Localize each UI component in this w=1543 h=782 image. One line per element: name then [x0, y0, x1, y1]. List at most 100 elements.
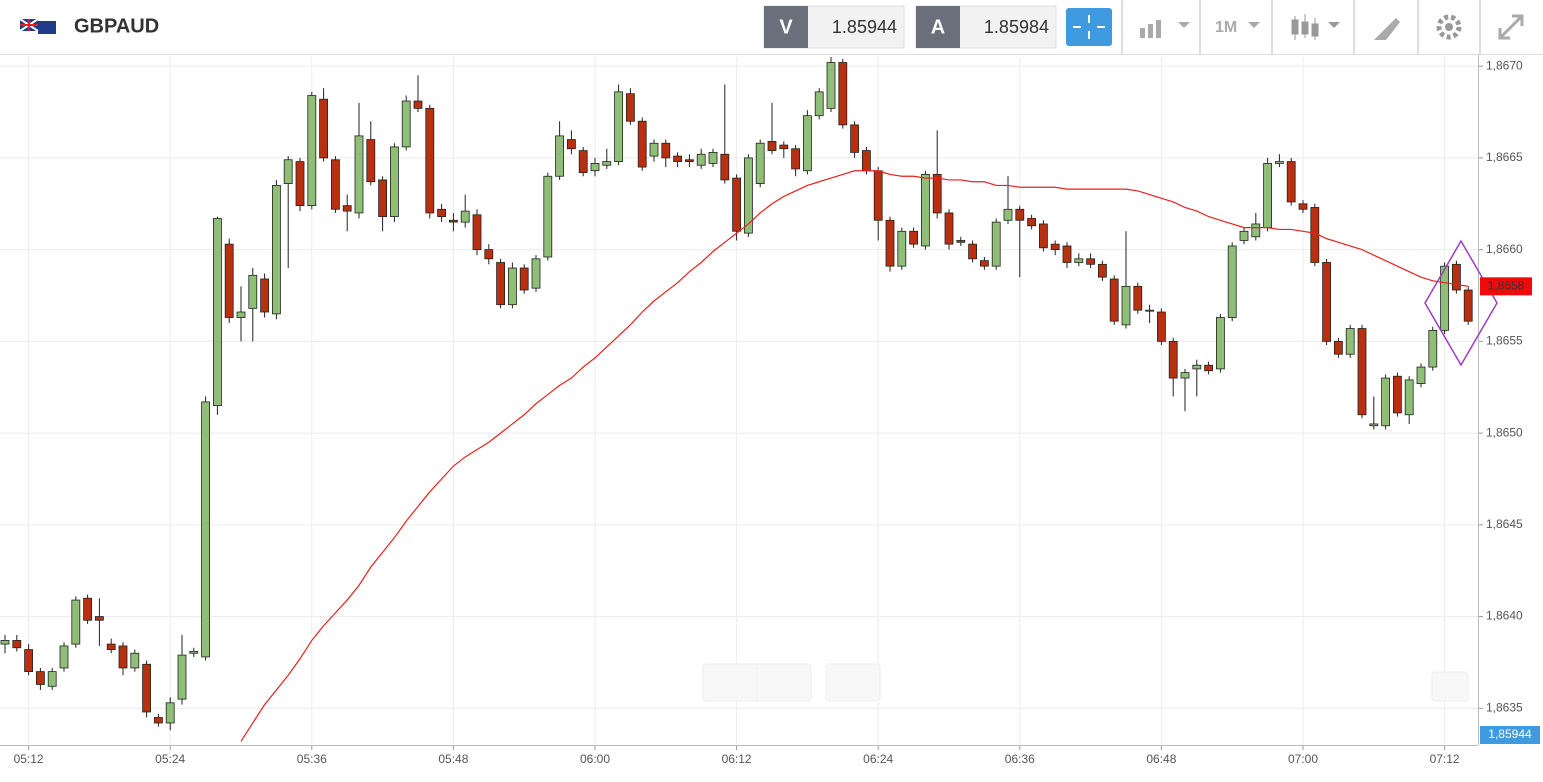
candle-body [1192, 364, 1202, 370]
candle-body [248, 274, 258, 309]
candle-body [614, 91, 623, 162]
candle-body [791, 148, 800, 170]
x-tick-label: 05:48 [438, 752, 468, 766]
candle-body [1133, 285, 1143, 311]
candle-body [36, 671, 45, 685]
candle-body [649, 142, 659, 157]
symbol: GBPAUD [74, 15, 159, 37]
nav-button[interactable] [825, 663, 881, 702]
candle-body [1086, 258, 1095, 265]
candle-body [1345, 328, 1355, 355]
candle-body [1157, 311, 1166, 342]
candle-body [283, 159, 293, 184]
candle-body [307, 95, 317, 207]
candle-body [1286, 161, 1296, 203]
candle-body [319, 98, 329, 159]
candle-body [212, 218, 222, 406]
candle-body [47, 671, 57, 687]
candle-body [1369, 423, 1379, 427]
y-tick-label: 1,8650 [1486, 425, 1523, 439]
bid-tag [764, 6, 808, 48]
candle-body [826, 62, 836, 109]
candle-body [24, 649, 34, 673]
candle-body [755, 142, 765, 184]
candle-body [366, 139, 376, 183]
candle-body [873, 170, 883, 221]
candle-body [637, 120, 647, 168]
y-tick-label: 1,8665 [1486, 150, 1523, 164]
candle-body [968, 243, 977, 260]
candle-body [626, 93, 635, 122]
candle-body [201, 401, 211, 658]
price-label: 1,85944 [1488, 727, 1532, 741]
x-tick-label: 06:48 [1146, 752, 1176, 766]
crosshair-button[interactable] [1066, 8, 1112, 46]
fullscreen-button[interactable] [1498, 14, 1524, 40]
candle-body [932, 174, 942, 214]
candle-body [1322, 262, 1331, 342]
candle-body [1121, 285, 1131, 326]
x-tick-label: 06:24 [863, 752, 893, 766]
candle-body [71, 599, 81, 645]
candle-body [460, 210, 470, 223]
candle-body [1416, 366, 1426, 384]
x-tick-label: 07:12 [1430, 752, 1460, 766]
candle-body [1357, 328, 1367, 416]
timeframe-caret [1248, 22, 1260, 28]
candle-body [1168, 340, 1178, 379]
nav-button[interactable] [1431, 671, 1469, 702]
flag-icon [19, 18, 56, 34]
ma-label: 1,8658 [1488, 279, 1525, 293]
candle-body [1334, 340, 1343, 355]
candle-body [354, 135, 364, 214]
candle-body [1039, 223, 1048, 249]
ma-label-box [1480, 277, 1532, 296]
candle-body [260, 278, 270, 313]
candle-body [673, 155, 682, 162]
x-tick-label: 06:00 [580, 752, 610, 766]
draw-tool-button[interactable] [1374, 18, 1400, 40]
candle-body [59, 645, 69, 669]
candle-body [767, 140, 777, 151]
y-tick-label: 1,8640 [1486, 609, 1523, 623]
toolbar: GBPAUD V 1.85944 A 1.85984 1M [0, 0, 1543, 55]
candle-body [1180, 372, 1190, 379]
candle-body [732, 177, 741, 232]
candle-body [696, 153, 706, 166]
chart-type-button[interactable] [1140, 20, 1190, 38]
ask-price: 1.85984 [984, 17, 1049, 37]
bid-price: 1.85944 [832, 17, 897, 37]
candle-type-button[interactable] [1291, 14, 1340, 40]
candle-body [142, 663, 152, 713]
candle-body [1239, 230, 1249, 241]
candle-body [1204, 364, 1213, 372]
candle-body [378, 179, 388, 218]
candle-body [271, 185, 281, 315]
candle-body [448, 219, 458, 223]
x-tick-label: 07:00 [1288, 752, 1318, 766]
candle-body [295, 161, 305, 207]
candle-body [1381, 377, 1390, 427]
settings-button[interactable] [1436, 14, 1462, 40]
candle-body [909, 230, 918, 245]
candle-body [1263, 163, 1272, 229]
candle-body [1251, 223, 1261, 238]
candle-body [95, 616, 104, 621]
candle-body [814, 91, 824, 117]
candle-body [567, 139, 576, 150]
candle-body [106, 643, 116, 650]
timeframe[interactable]: 1M [1215, 19, 1237, 36]
candle-body [472, 214, 482, 251]
ask-label: A [931, 16, 945, 38]
candle-body [1452, 263, 1461, 291]
candle-body [708, 152, 718, 164]
candle-body [1440, 265, 1449, 331]
candle-body [484, 249, 494, 260]
candle-body [425, 107, 435, 214]
candle-body [496, 262, 506, 306]
candle-body [590, 163, 600, 172]
candle-body [1074, 258, 1084, 263]
candle-body [991, 221, 1001, 267]
candle-body [1463, 289, 1473, 322]
